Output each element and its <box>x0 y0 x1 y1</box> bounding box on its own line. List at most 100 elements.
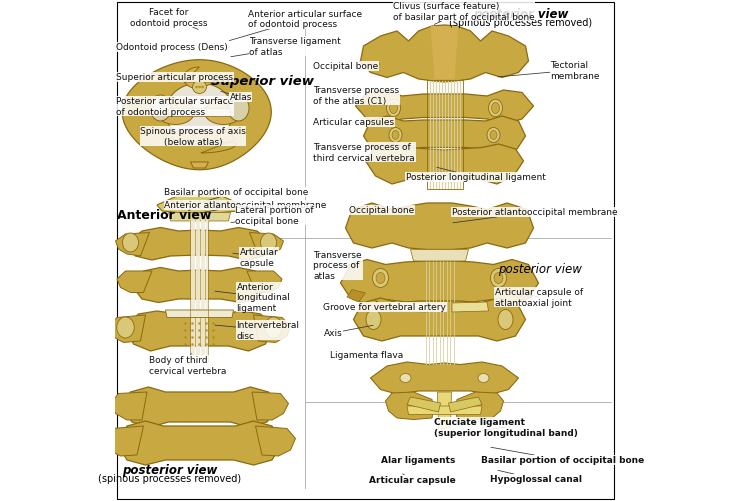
Text: Ligamenta flava: Ligamenta flava <box>330 351 404 360</box>
Polygon shape <box>346 203 534 250</box>
Text: Basilar portion of occipital bone: Basilar portion of occipital bone <box>480 447 644 464</box>
Ellipse shape <box>400 374 411 383</box>
Text: Superior articular process: Superior articular process <box>116 73 233 83</box>
Text: posterior view: posterior view <box>498 263 581 276</box>
Ellipse shape <box>389 128 402 143</box>
Polygon shape <box>165 84 233 142</box>
Text: Transverse ligament
of atlas: Transverse ligament of atlas <box>231 37 341 58</box>
Polygon shape <box>156 100 194 125</box>
Text: Anterior view: Anterior view <box>118 208 212 221</box>
Ellipse shape <box>195 87 198 89</box>
Ellipse shape <box>491 103 499 114</box>
Polygon shape <box>127 228 272 261</box>
Text: Cruciate ligament
(superior longitudinal band): Cruciate ligament (superior longitudinal… <box>433 417 577 437</box>
Ellipse shape <box>494 273 503 284</box>
Text: Occipital bone: Occipital bone <box>349 206 414 215</box>
Polygon shape <box>132 268 267 303</box>
Polygon shape <box>254 315 290 343</box>
Text: posterior view: posterior view <box>473 8 568 21</box>
Bar <box>426 81 463 189</box>
Ellipse shape <box>150 96 171 122</box>
Polygon shape <box>247 272 282 293</box>
Bar <box>168 109 230 117</box>
Text: Transverse process of
third cervical vertebra: Transverse process of third cervical ver… <box>314 143 415 162</box>
Ellipse shape <box>201 87 204 89</box>
Polygon shape <box>117 272 152 293</box>
Ellipse shape <box>376 273 385 284</box>
Polygon shape <box>104 426 143 456</box>
Text: Posterior atlantooccipital membrane: Posterior atlantooccipital membrane <box>452 208 617 223</box>
Text: (spinous processes removed): (spinous processes removed) <box>449 18 592 28</box>
Polygon shape <box>205 100 243 125</box>
Polygon shape <box>183 68 214 90</box>
Ellipse shape <box>228 96 249 122</box>
Text: Lateral portion of
occipital bone: Lateral portion of occipital bone <box>231 206 314 225</box>
Ellipse shape <box>260 233 276 253</box>
Ellipse shape <box>373 269 388 288</box>
Text: Axis: Axis <box>324 326 373 338</box>
Text: Posterior longitudinal ligament: Posterior longitudinal ligament <box>406 168 545 182</box>
Text: Alar ligaments: Alar ligaments <box>381 455 455 464</box>
Text: Atlas: Atlas <box>221 92 252 102</box>
Polygon shape <box>407 397 441 412</box>
Polygon shape <box>347 290 366 303</box>
Polygon shape <box>122 61 271 170</box>
Polygon shape <box>252 392 289 420</box>
Ellipse shape <box>490 131 497 140</box>
Polygon shape <box>122 387 277 427</box>
Polygon shape <box>452 303 488 312</box>
Polygon shape <box>438 392 452 428</box>
Polygon shape <box>407 406 482 415</box>
Text: Groove for vertebral artery: Groove for vertebral artery <box>324 301 447 312</box>
Ellipse shape <box>390 103 398 114</box>
Text: Spinous process of axis
(below atlas): Spinous process of axis (below atlas) <box>140 127 246 146</box>
Polygon shape <box>341 260 539 305</box>
Polygon shape <box>191 163 208 169</box>
Text: Odontoid process (Dens): Odontoid process (Dens) <box>116 44 228 53</box>
Polygon shape <box>355 91 534 125</box>
Text: Anterior atlantooccipital membrane: Anterior atlantooccipital membrane <box>164 201 327 213</box>
Text: Transverse
process of
atlas: Transverse process of atlas <box>314 250 362 281</box>
Ellipse shape <box>366 310 381 330</box>
Text: Posterior articular surface
of odontoid process: Posterior articular surface of odontoid … <box>116 97 234 116</box>
Ellipse shape <box>192 81 206 94</box>
Text: Anterior articular surface
of odontoid process: Anterior articular surface of odontoid p… <box>230 10 362 42</box>
Polygon shape <box>449 397 482 412</box>
Text: Tectorial
membrane: Tectorial membrane <box>498 61 600 81</box>
Text: Articular capsules: Articular capsules <box>314 118 395 127</box>
Text: Superior view: Superior view <box>211 75 314 88</box>
Text: Basilar portion of occipital bone: Basilar portion of occipital bone <box>164 188 309 203</box>
Ellipse shape <box>198 87 201 89</box>
Ellipse shape <box>265 317 282 338</box>
Polygon shape <box>249 233 284 257</box>
Text: Intervertebral
disc: Intervertebral disc <box>215 321 300 340</box>
Polygon shape <box>117 421 282 465</box>
Text: Articular capsule: Articular capsule <box>368 474 455 484</box>
Polygon shape <box>366 145 523 184</box>
Ellipse shape <box>123 233 138 253</box>
Ellipse shape <box>478 374 489 383</box>
Text: Occipital bone: Occipital bone <box>314 62 379 71</box>
Polygon shape <box>354 299 526 341</box>
Text: Clivus (surface feature)
of basilar part of occipital bone: Clivus (surface feature) of basilar part… <box>393 3 535 26</box>
Polygon shape <box>115 233 149 257</box>
Polygon shape <box>385 392 433 420</box>
Polygon shape <box>513 290 532 303</box>
Ellipse shape <box>387 100 401 118</box>
Text: Body of third
cervical vertebra: Body of third cervical vertebra <box>149 354 227 375</box>
Ellipse shape <box>117 317 135 338</box>
Text: Facet for
odontoid process: Facet for odontoid process <box>129 8 207 31</box>
Polygon shape <box>110 392 147 420</box>
Text: Anterior
longitudinal
ligament: Anterior longitudinal ligament <box>215 283 290 312</box>
Polygon shape <box>411 250 469 262</box>
Text: (spinous processes removed): (spinous processes removed) <box>98 473 241 483</box>
Polygon shape <box>363 117 526 155</box>
Ellipse shape <box>491 269 507 288</box>
Polygon shape <box>165 310 233 318</box>
Polygon shape <box>108 315 145 343</box>
Ellipse shape <box>498 310 513 330</box>
Text: Hypoglossal canal: Hypoglossal canal <box>490 470 581 483</box>
Polygon shape <box>431 27 458 80</box>
Ellipse shape <box>392 131 399 140</box>
Text: Transverse process
of the atlas (C1): Transverse process of the atlas (C1) <box>314 86 400 106</box>
